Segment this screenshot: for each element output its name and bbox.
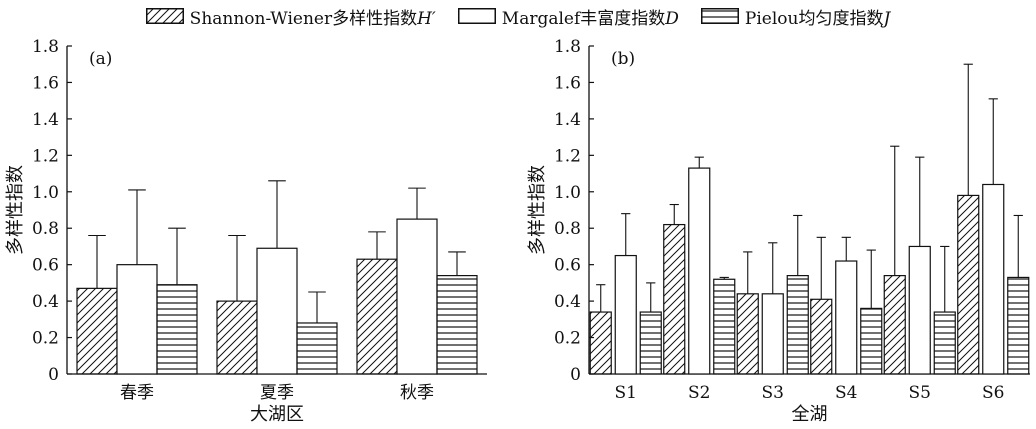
y-tick-label: 1.2	[554, 146, 581, 166]
chart-legend: Shannon-Wiener多样性指数 H′ Margalef丰富度指数 D Pielo…	[0, 4, 1036, 29]
bar	[356, 258, 398, 375]
x-tick-label: 春季	[120, 383, 154, 403]
bar	[736, 293, 759, 375]
x-axis-label: 大湖区	[250, 404, 304, 425]
legend-label: Margalef丰富度指数 D	[502, 4, 679, 29]
bar	[688, 167, 711, 375]
legend-item: Margalef丰富度指数 D	[457, 4, 679, 29]
y-tick-label: 1.6	[32, 73, 59, 93]
legend-swatch-blank	[457, 8, 496, 24]
y-tick-label: 0.4	[554, 292, 581, 312]
x-tick-label: S1	[615, 383, 637, 403]
legend-symbol: J	[883, 8, 891, 29]
x-tick-label: S2	[688, 383, 710, 403]
bar	[883, 275, 906, 375]
bar	[296, 322, 338, 375]
bar	[786, 275, 809, 375]
legend-label: Pielou均匀度指数 J	[745, 4, 890, 29]
panel-label: (a)	[89, 49, 112, 69]
legend-swatch-horiz	[700, 8, 739, 24]
legend-symbol: D	[665, 8, 679, 29]
bar	[933, 311, 956, 375]
legend-item: Shannon-Wiener多样性指数 H′	[145, 4, 436, 29]
x-tick-label: S4	[835, 383, 857, 403]
x-tick-label: S5	[909, 383, 931, 403]
y-tick-label: 1.4	[554, 110, 581, 130]
bar	[908, 245, 931, 375]
y-tick-label: 0.2	[554, 329, 581, 349]
legend-item: Pielou均匀度指数 J	[700, 4, 890, 29]
y-tick-label: 1.6	[554, 73, 581, 93]
y-tick-label: 0.2	[32, 329, 59, 349]
y-tick-label: 1.0	[554, 183, 581, 203]
x-tick-label: 夏季	[260, 383, 294, 403]
bar	[713, 278, 736, 375]
y-tick-label: 0	[570, 365, 581, 385]
y-tick-label: 1.0	[32, 183, 59, 203]
legend-text: Shannon-Wiener多样性指数	[189, 8, 418, 29]
y-axis-label: 多样性指数	[5, 165, 26, 255]
legend-text: Pielou均匀度指数	[744, 8, 884, 29]
y-tick-label: 0	[48, 365, 59, 385]
y-axis-label: 多样性指数	[527, 165, 548, 255]
bar	[436, 275, 478, 375]
y-tick-label: 1.8	[554, 37, 581, 57]
x-axis-label: 全湖	[792, 404, 828, 425]
y-tick-label: 0.4	[32, 292, 59, 312]
bar	[256, 247, 298, 375]
bar	[216, 300, 258, 375]
bar	[761, 293, 784, 375]
legend-text: Margalef丰富度指数	[501, 8, 666, 29]
bar	[76, 287, 118, 375]
legend-symbol: H′	[417, 8, 436, 29]
y-tick-label: 1.2	[32, 146, 59, 166]
y-tick-label: 1.4	[32, 110, 59, 130]
y-tick-label: 0.8	[32, 219, 59, 239]
bar	[835, 260, 858, 375]
bar	[810, 298, 833, 375]
bar	[396, 218, 438, 375]
bar	[639, 311, 662, 375]
bar	[589, 311, 612, 375]
x-tick-label: S3	[762, 383, 784, 403]
bar	[663, 223, 686, 375]
bar	[614, 254, 637, 375]
bar	[860, 307, 883, 375]
y-tick-label: 0.6	[554, 256, 581, 276]
bar	[982, 183, 1005, 375]
bar	[1007, 276, 1030, 375]
y-tick-label: 0.8	[554, 219, 581, 239]
legend-swatch-diag	[145, 8, 184, 24]
y-tick-label: 1.8	[32, 37, 59, 57]
panel-label: (b)	[611, 49, 635, 69]
y-tick-label: 0.6	[32, 256, 59, 276]
x-tick-label: S6	[982, 383, 1004, 403]
legend-label: Shannon-Wiener多样性指数 H′	[190, 4, 436, 29]
bar	[116, 264, 158, 375]
x-tick-label: 秋季	[400, 383, 434, 403]
bar	[957, 194, 980, 375]
bar	[156, 284, 198, 375]
